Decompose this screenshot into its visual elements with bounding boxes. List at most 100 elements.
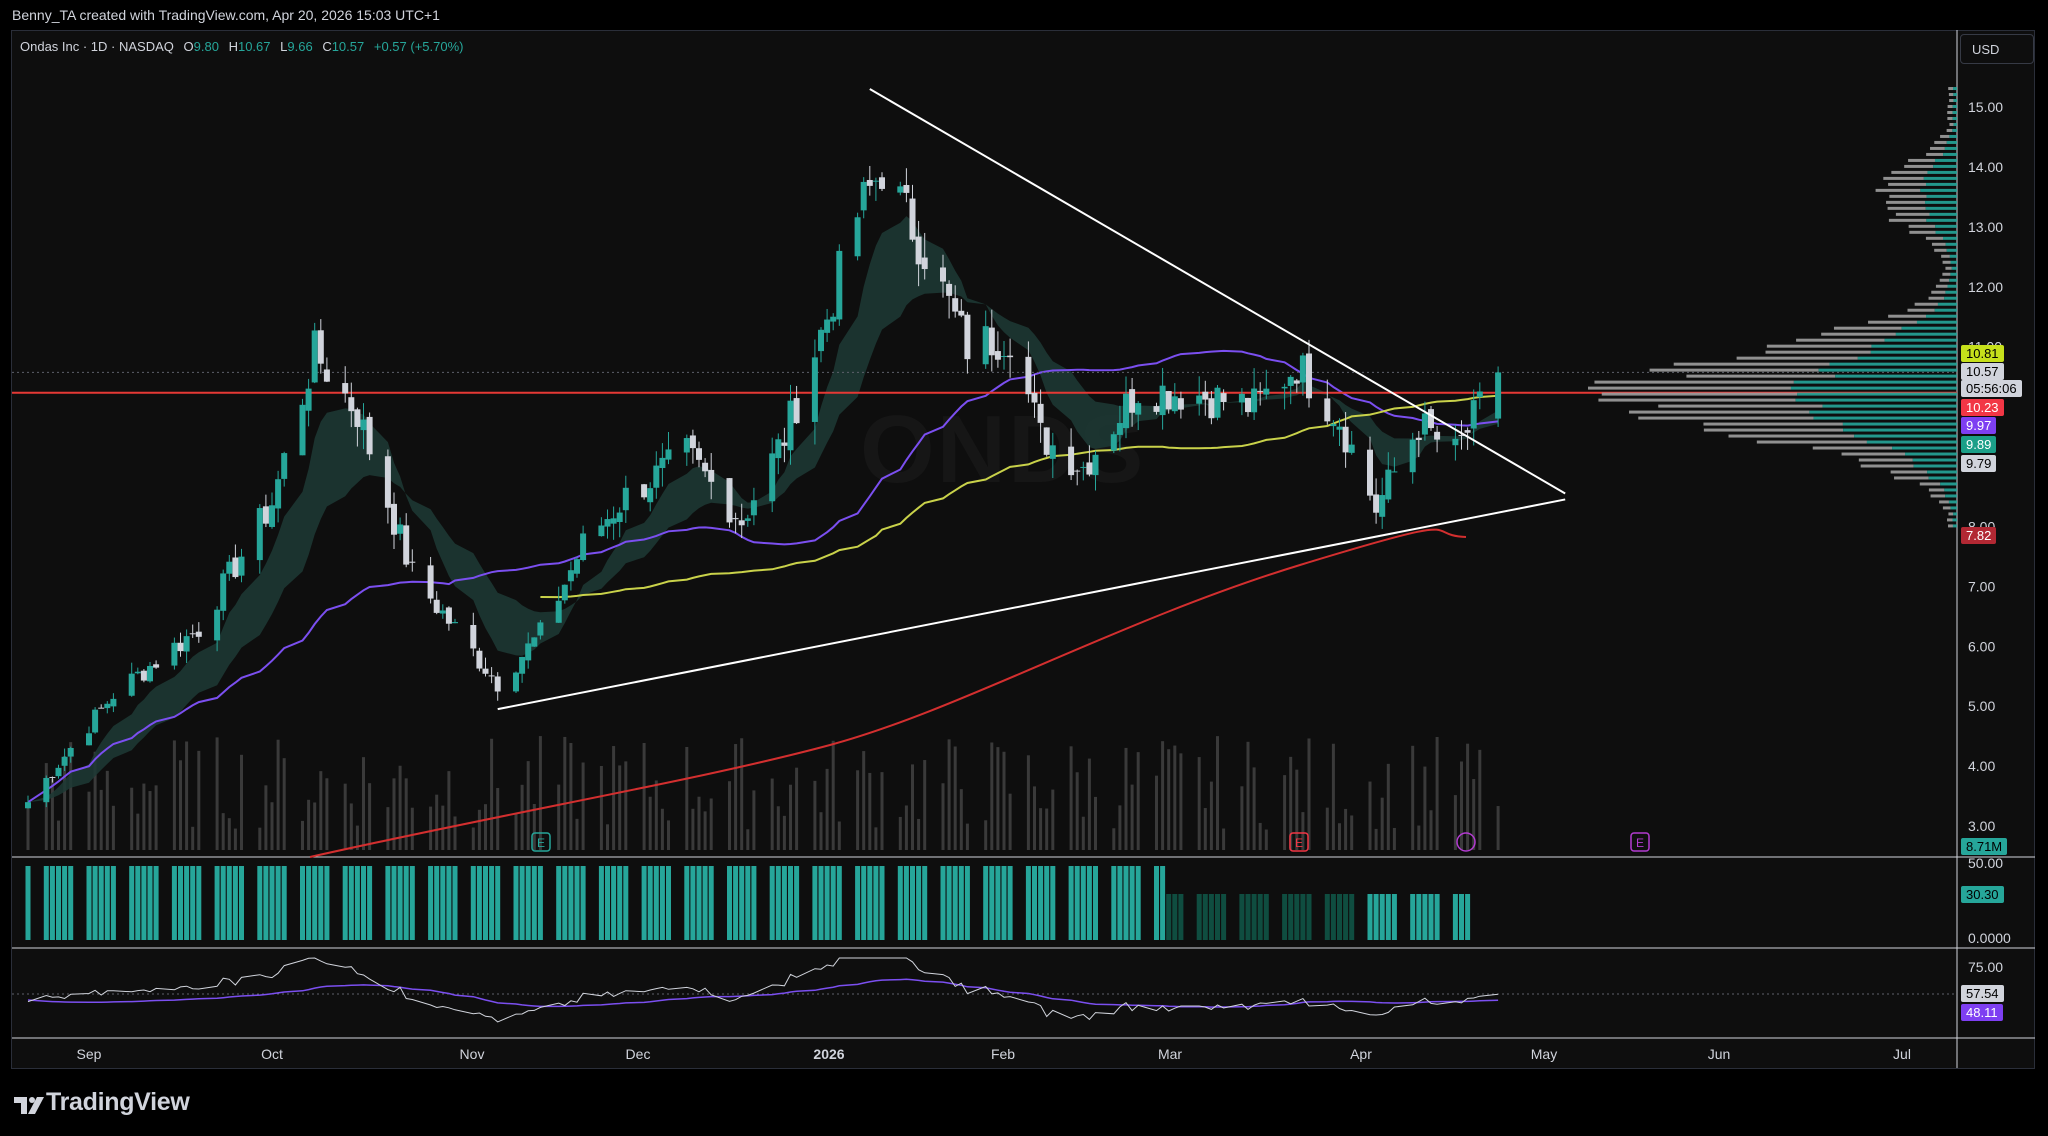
candle-body bbox=[604, 519, 611, 527]
candle-body bbox=[1165, 391, 1172, 410]
volume-bar bbox=[660, 808, 664, 850]
candle-body bbox=[683, 438, 690, 453]
volume-profile-bar bbox=[1951, 266, 1957, 270]
volume-profile-bar bbox=[1935, 224, 1957, 228]
volume-profile-bar bbox=[1928, 476, 1957, 480]
currency-button[interactable]: USD bbox=[1960, 34, 2034, 64]
volume-bar bbox=[642, 742, 646, 850]
volume-bar bbox=[990, 742, 994, 850]
candle-body bbox=[580, 533, 587, 561]
candle-body bbox=[153, 664, 160, 668]
volume-bar bbox=[105, 770, 109, 850]
histogram-bar bbox=[239, 866, 244, 940]
volume-bar bbox=[1374, 828, 1378, 850]
volume-profile-bar bbox=[1919, 482, 1941, 486]
price-tag: 10.81 bbox=[1961, 345, 2004, 362]
candle-body bbox=[1257, 390, 1264, 392]
volume-bar bbox=[355, 825, 359, 850]
candle-body bbox=[391, 503, 397, 535]
volume-bar bbox=[581, 762, 585, 850]
volume-bar bbox=[880, 772, 884, 850]
volume-profile-bar bbox=[1925, 200, 1957, 204]
volume-profile-bar bbox=[1933, 164, 1957, 168]
histogram-bar bbox=[983, 866, 989, 940]
volume-bar bbox=[703, 811, 707, 850]
tradingview-wordmark[interactable]: TradingView bbox=[46, 1088, 190, 1116]
volume-bar bbox=[1124, 747, 1128, 850]
candle-body bbox=[1385, 469, 1392, 500]
candle-body bbox=[555, 600, 562, 623]
candle-body bbox=[1367, 449, 1373, 496]
volume-profile-bar bbox=[1950, 260, 1957, 264]
volume-profile-bar bbox=[1942, 272, 1951, 276]
price-tag: 10.23 bbox=[1961, 399, 2004, 416]
histogram-bar bbox=[1434, 894, 1440, 940]
volume-bar bbox=[349, 803, 353, 850]
volume-bar bbox=[313, 802, 317, 850]
volume-bar bbox=[965, 823, 969, 850]
chart-frame[interactable] bbox=[11, 30, 2035, 1069]
candle-body bbox=[1092, 454, 1099, 476]
candle-body bbox=[427, 565, 434, 599]
tradingview-logo-icon[interactable] bbox=[12, 1088, 46, 1122]
volume-tag: 8.71M bbox=[1961, 838, 2008, 855]
volume-bar bbox=[691, 808, 695, 850]
histogram-bar bbox=[580, 866, 586, 940]
histogram-bar bbox=[1154, 866, 1159, 940]
histogram-bar bbox=[794, 866, 800, 940]
ma-100-line bbox=[540, 394, 1499, 599]
histogram-bar bbox=[897, 866, 903, 940]
candle-body bbox=[220, 573, 227, 611]
volume-profile-bar bbox=[1950, 272, 1957, 276]
volume-profile-bar bbox=[1948, 512, 1954, 516]
volume-profile-bar bbox=[1907, 308, 1935, 312]
volume-profile-bar bbox=[1884, 338, 1957, 342]
y-tick-label: 7.00 bbox=[1968, 578, 1995, 594]
histogram-bar bbox=[727, 866, 732, 940]
histogram-bar bbox=[62, 866, 68, 940]
volume-bar bbox=[154, 785, 158, 850]
histogram-bar bbox=[1330, 894, 1336, 940]
candle-body bbox=[171, 642, 178, 666]
candle-body bbox=[232, 557, 239, 578]
volume-bar bbox=[526, 761, 530, 850]
histogram-bar bbox=[397, 866, 403, 940]
candle-body bbox=[1007, 355, 1014, 358]
histogram-bar bbox=[653, 866, 659, 940]
histogram-bar bbox=[220, 866, 226, 940]
histogram-bar bbox=[226, 866, 232, 940]
volume-bar bbox=[856, 770, 860, 850]
candle-body bbox=[860, 181, 867, 211]
candle-body bbox=[921, 257, 928, 270]
candle-body bbox=[940, 267, 946, 282]
volume-bar bbox=[325, 778, 329, 850]
histogram-bar bbox=[647, 866, 653, 940]
volume-bar bbox=[484, 804, 487, 850]
volume-profile-bar bbox=[1818, 368, 1957, 372]
histogram-bar bbox=[342, 866, 348, 940]
volume-profile-bar bbox=[1860, 464, 1914, 468]
candle-body bbox=[214, 609, 221, 641]
candle-body bbox=[1245, 397, 1251, 413]
histogram-bar bbox=[690, 866, 696, 940]
volume-bar bbox=[1325, 807, 1329, 850]
volume-profile-bar bbox=[1934, 308, 1957, 312]
volume-profile-bar bbox=[1930, 146, 1945, 150]
histogram-bar bbox=[1452, 894, 1458, 940]
candle-body bbox=[67, 747, 74, 757]
histogram-bar bbox=[1215, 894, 1220, 940]
volume-profile-bar bbox=[1944, 146, 1957, 150]
volume-bar bbox=[258, 827, 262, 850]
candle-body bbox=[994, 351, 1001, 360]
volume-profile-bar bbox=[1888, 182, 1926, 186]
volume-profile-bar bbox=[1927, 170, 1957, 174]
candle-body bbox=[189, 633, 196, 635]
candle-body bbox=[1171, 396, 1178, 412]
volume-bar bbox=[789, 784, 792, 850]
histogram-bar bbox=[623, 866, 629, 940]
histogram-bar bbox=[141, 866, 147, 940]
volume-bar bbox=[868, 772, 872, 850]
candle-body bbox=[1391, 471, 1398, 473]
candle-body bbox=[1080, 466, 1087, 468]
